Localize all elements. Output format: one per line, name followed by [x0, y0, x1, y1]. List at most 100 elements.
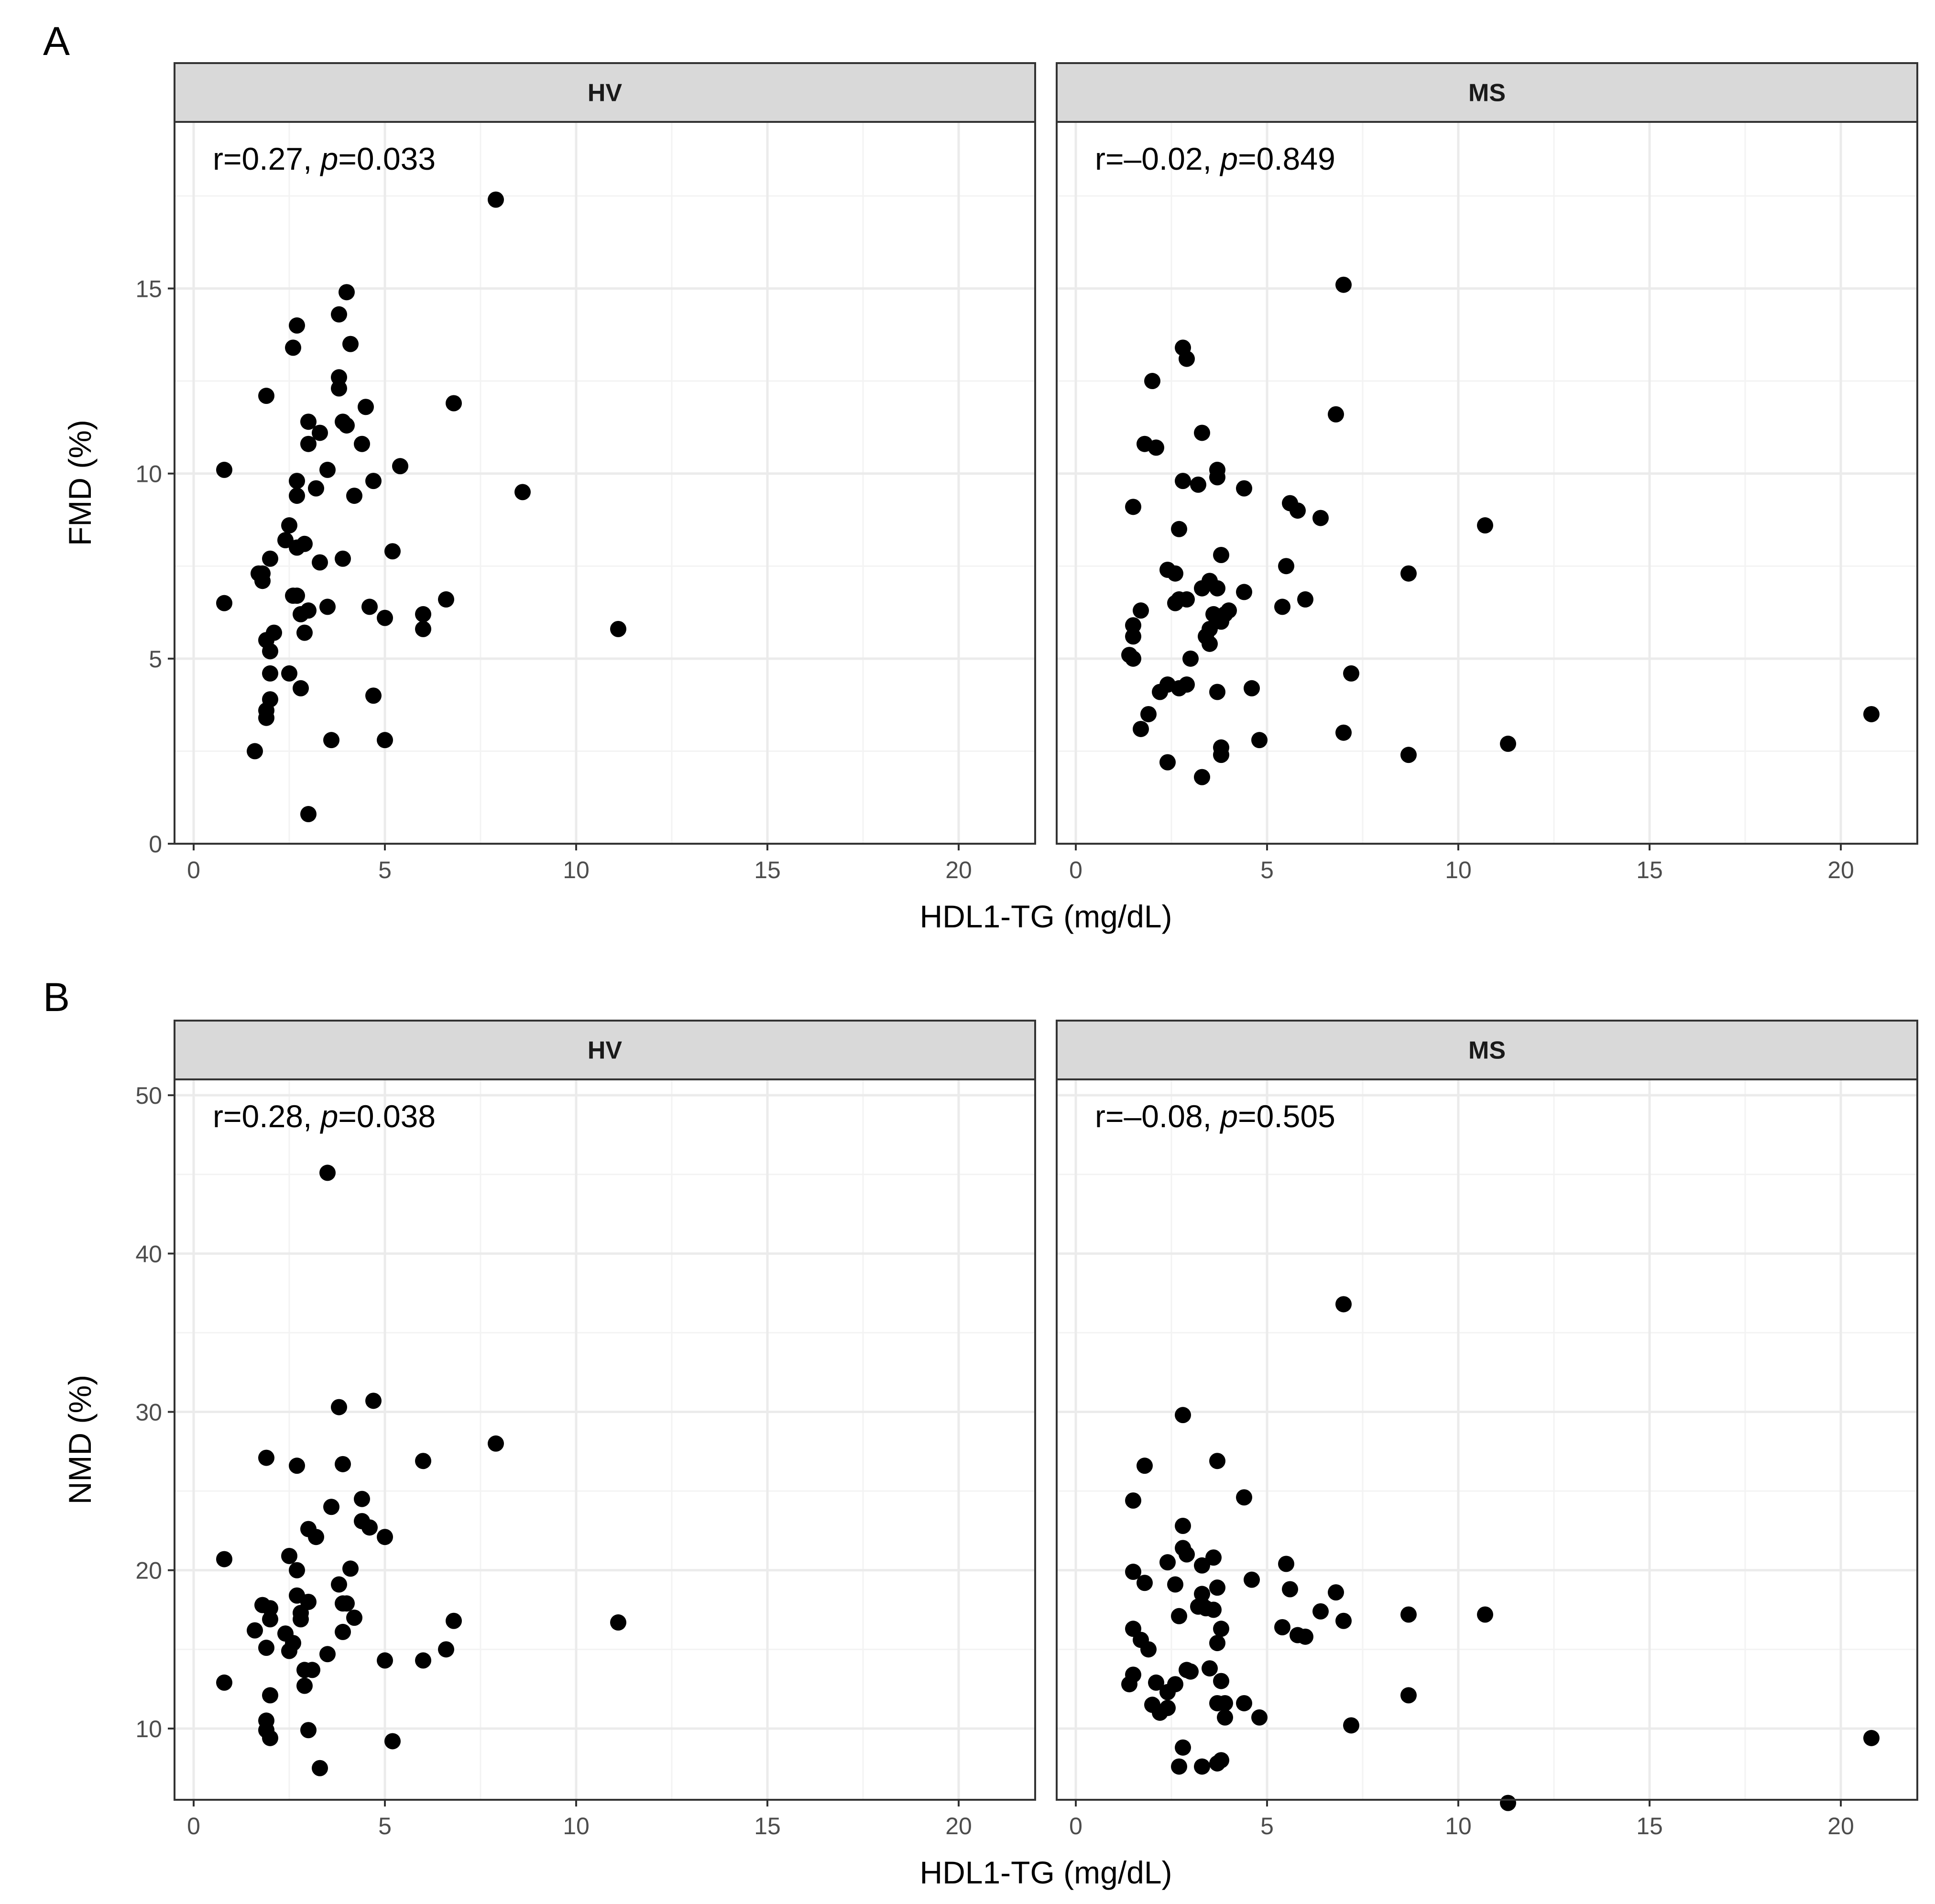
data-point — [1125, 1564, 1141, 1580]
data-point — [365, 473, 382, 490]
data-point — [339, 417, 355, 434]
x-tick-label: 0 — [187, 857, 200, 883]
facet-strip — [1056, 1020, 1918, 1080]
x-tick-label: 0 — [1069, 857, 1082, 883]
y-tick-label: 10 — [135, 1716, 162, 1742]
data-point — [1213, 1752, 1229, 1769]
data-point — [300, 435, 317, 452]
y-axis-title-B: NMD (%) — [62, 1375, 98, 1504]
data-point — [365, 687, 382, 704]
y-tick-label: 20 — [135, 1557, 162, 1584]
facet-strip-label: MS — [1468, 79, 1506, 107]
x-tick-label: 5 — [1260, 857, 1274, 883]
data-point — [1209, 1453, 1225, 1469]
data-point — [1194, 1758, 1210, 1775]
data-point — [392, 458, 408, 475]
data-point — [361, 598, 378, 615]
facet-strip — [1056, 62, 1918, 123]
data-point — [1125, 617, 1141, 634]
data-point — [1148, 1674, 1164, 1691]
data-point — [1159, 1699, 1176, 1716]
data-point — [1297, 591, 1313, 608]
data-point — [331, 1576, 347, 1593]
data-point — [300, 413, 317, 430]
annotation-p-symbol: p — [1219, 1099, 1238, 1134]
data-point — [1274, 1619, 1290, 1635]
annotation-r-text: r=0.27, — [213, 141, 321, 176]
data-point — [1175, 1739, 1191, 1756]
data-point — [1500, 1795, 1516, 1811]
data-point — [415, 1652, 431, 1669]
x-tick-label: 0 — [187, 1813, 200, 1839]
data-point — [610, 1614, 626, 1631]
data-point — [266, 624, 282, 641]
data-point — [289, 488, 305, 504]
data-point — [1400, 1687, 1417, 1704]
data-point — [319, 598, 336, 615]
x-tick-label: 5 — [1260, 1813, 1274, 1839]
data-point — [312, 554, 328, 571]
data-point — [342, 336, 359, 352]
data-point — [1221, 602, 1237, 619]
data-point — [1477, 517, 1493, 534]
data-point — [1194, 1557, 1210, 1574]
y-axis-title-A: FMD (%) — [62, 420, 98, 546]
data-point — [323, 1499, 339, 1515]
data-point — [331, 369, 347, 386]
data-point — [1137, 1575, 1153, 1591]
data-point — [1175, 473, 1191, 490]
data-point — [262, 691, 278, 707]
panel-background — [1057, 1079, 1917, 1800]
data-point — [1194, 424, 1210, 441]
data-point — [281, 517, 297, 534]
data-point — [1213, 547, 1229, 563]
data-point — [312, 424, 328, 441]
annotation-r-text: r=–0.08, — [1095, 1099, 1220, 1134]
data-point — [610, 620, 626, 637]
data-point — [1213, 1621, 1229, 1637]
correlation-annotation: r=0.28, p=0.038 — [213, 1099, 436, 1134]
x-tick-label: 0 — [1069, 1813, 1082, 1839]
y-tick-label: 0 — [149, 831, 162, 858]
data-point — [339, 284, 355, 301]
data-point — [1171, 1758, 1187, 1775]
data-point — [1202, 635, 1218, 652]
data-point — [1244, 1571, 1260, 1588]
data-point — [216, 1674, 232, 1691]
data-point — [1863, 1730, 1880, 1746]
data-point — [312, 1760, 328, 1776]
data-point — [1182, 650, 1199, 667]
x-tick-label: 5 — [378, 1813, 392, 1839]
data-point — [1278, 1556, 1294, 1572]
annotation-r-text: r=–0.02, — [1095, 141, 1220, 176]
data-point — [1400, 747, 1417, 763]
data-point — [1179, 676, 1195, 693]
data-point — [1236, 480, 1252, 497]
panel-background — [175, 1079, 1035, 1800]
correlation-annotation: r=–0.08, p=0.505 — [1095, 1099, 1335, 1134]
facet-B-HV: r=0.28, p=0.038 HV 0 5 10 15 20 10 20 30 40 50 — [135, 1020, 1036, 1839]
data-point — [415, 1453, 431, 1469]
data-point — [1343, 665, 1359, 682]
data-point — [247, 1622, 263, 1639]
data-point — [1205, 1601, 1222, 1618]
data-point — [289, 473, 305, 490]
data-point — [258, 388, 274, 404]
data-point — [1213, 1673, 1229, 1689]
data-point — [1159, 754, 1176, 771]
data-point — [319, 1164, 336, 1181]
annotation-p-value: =0.505 — [1238, 1099, 1335, 1134]
data-point — [308, 480, 324, 497]
data-point — [319, 461, 336, 478]
data-point — [1144, 373, 1160, 390]
x-tick-label: 10 — [563, 1813, 590, 1839]
facet-strip-label: HV — [588, 79, 623, 107]
data-point — [308, 1529, 324, 1545]
x-tick-label: 20 — [945, 1813, 972, 1839]
data-point — [258, 1449, 274, 1466]
data-point — [281, 665, 297, 682]
data-point — [377, 1529, 393, 1545]
data-point — [296, 624, 313, 641]
data-point — [358, 399, 374, 415]
data-point — [1297, 1628, 1313, 1645]
